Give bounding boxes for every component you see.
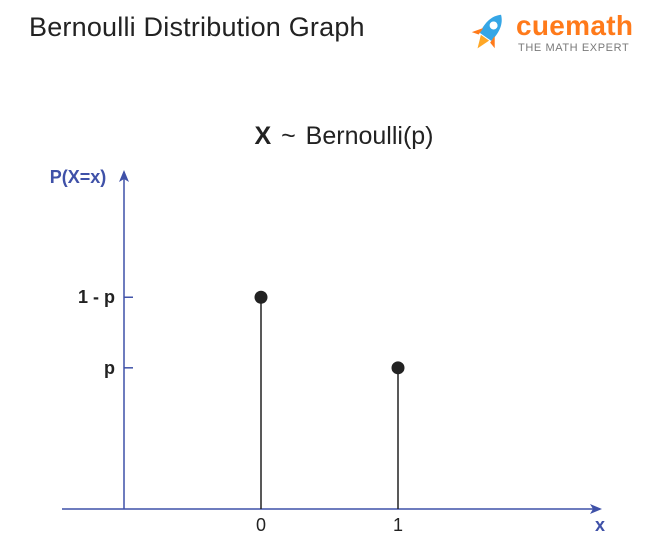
chart-marks: 1 - p p 0 1 (78, 287, 405, 535)
chart-title-tilde: ~ (281, 122, 296, 150)
stem-point-1 (391, 361, 405, 375)
chart-title: X ~ Bernoulli(p) (254, 122, 433, 150)
page-title: Bernoulli Distribution Graph (29, 12, 365, 42)
cuemath-logo: cuemath THE MATH EXPERT (462, 8, 634, 58)
y-tick-label-1: p (104, 358, 115, 378)
x-tick-label-0: 0 (256, 515, 266, 535)
chart-title-dist: Bernoulli(p) (306, 122, 434, 150)
logo-tagline: THE MATH EXPERT (518, 42, 630, 54)
chart-title-var: X (254, 122, 271, 150)
y-tick-label-0: 1 - p (78, 287, 115, 307)
x-tick-label-1: 1 (393, 515, 403, 535)
logo-name: cuemath (516, 10, 634, 41)
y-axis-label: P(X=x) (50, 167, 107, 187)
x-axis-label: x (595, 515, 605, 535)
rocket-icon (471, 14, 502, 49)
stem-point-0 (254, 290, 268, 304)
